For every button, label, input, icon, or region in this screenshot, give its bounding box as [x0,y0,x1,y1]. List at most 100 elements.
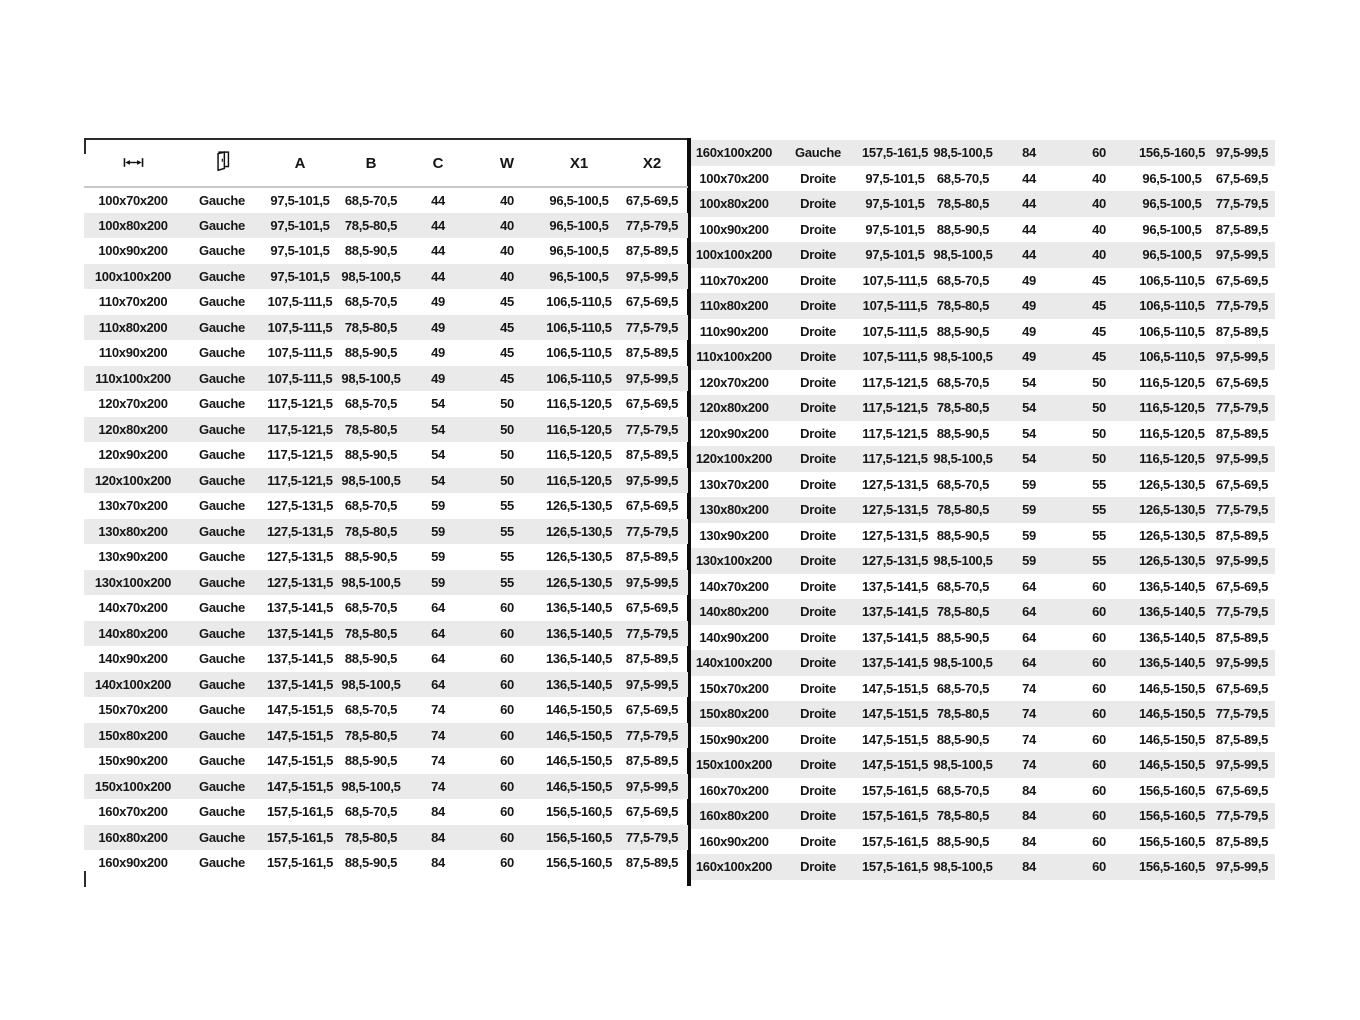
table-row: 110x70x200 Gauche 107,5-111,5 68,5-70,5 49 45… [84,289,688,315]
column-header-b: B [338,140,404,188]
table-row: 130x100x200 Gauche 127,5-131,5 98,5-100,5 59… [84,569,688,595]
table-row: 120x90x200 Gauche 117,5-121,5 88,5-90,5 54 50… [84,442,688,468]
b-cell: 88,5-90,5 [936,425,990,441]
x2-cell: 67,5-69,5 [1215,170,1269,186]
size-cell: 160x70x200 [699,782,769,798]
table-row: 140x90x200 Droite 137,5-141,5 88,5-90,5 64 60… [691,625,1275,651]
table-row: 110x80x200 Droite 107,5-111,5 78,5-80,5 49 45… [691,293,1275,319]
x1-cell: 156,5-160,5 [545,855,613,871]
a-cell: 117,5-121,5 [267,447,333,463]
x2-cell: 87,5-89,5 [1215,425,1269,441]
b-cell: 98,5-100,5 [933,757,993,773]
x1-cell: 156,5-160,5 [1138,782,1206,798]
column-header-orientation [182,140,262,188]
a-cell: 157,5-161,5 [861,833,929,849]
x2-cell: 97,5-99,5 [1215,859,1269,875]
x2-cell: 67,5-69,5 [1215,476,1269,492]
b-cell: 78,5-80,5 [936,298,990,314]
c-cell: 64 [1022,578,1036,594]
x2-cell: 87,5-89,5 [625,753,679,769]
c-cell: 74 [431,702,445,718]
x2-cell: 87,5-89,5 [1215,629,1269,645]
a-cell: 157,5-161,5 [266,804,334,820]
size-cell: 120x90x200 [699,425,769,441]
w-cell: 45 [1092,323,1106,339]
a-cell: 107,5-111,5 [862,298,928,314]
orientation-cell: Gauche [199,345,245,361]
b-cell: 98,5-100,5 [933,247,993,263]
w-cell: 60 [500,676,514,692]
size-cell: 100x70x200 [98,192,168,208]
c-cell: 44 [1022,247,1036,263]
size-cell: 100x100x200 [94,268,172,284]
c-cell: 54 [431,396,445,412]
x1-cell: 96,5-100,5 [549,217,609,233]
c-cell: 49 [431,345,445,361]
c-cell: 84 [431,804,445,820]
w-cell: 55 [500,523,514,539]
a-cell: 97,5-101,5 [865,247,925,263]
x1-cell: 106,5-110,5 [1139,349,1205,365]
table-header-row: A B C W X1 X2 [84,140,688,188]
c-cell: 84 [1022,859,1036,875]
w-cell: 50 [500,421,514,437]
x1-cell: 96,5-100,5 [1142,221,1202,237]
a-cell: 107,5-111,5 [862,323,928,339]
x2-cell: 77,5-79,5 [1215,196,1269,212]
a-cell: 97,5-101,5 [270,192,330,208]
b-cell: 78,5-80,5 [936,502,990,518]
x2-cell: 67,5-69,5 [625,192,679,208]
size-cell: 120x80x200 [98,421,168,437]
size-cell: 140x100x200 [94,676,172,692]
w-cell: 40 [1092,196,1106,212]
w-cell: 60 [500,829,514,845]
orientation-cell: Gauche [199,498,245,514]
c-cell: 49 [1022,323,1036,339]
x2-cell: 97,5-99,5 [1215,451,1269,467]
a-cell: 147,5-151,5 [861,706,929,722]
orientation-cell: Droite [800,247,836,263]
x1-cell: 136,5-140,5 [545,625,613,641]
size-cell: 130x70x200 [699,476,769,492]
w-cell: 60 [500,702,514,718]
b-cell: 88,5-90,5 [936,731,990,747]
x1-cell: 116,5-120,5 [546,396,612,412]
table-row: 130x80x200 Droite 127,5-131,5 78,5-80,5 59 55… [691,497,1275,523]
x2-cell: 97,5-99,5 [1215,247,1269,263]
x2-cell: 67,5-69,5 [625,804,679,820]
table-row: 100x90x200 Droite 97,5-101,5 88,5-90,5 44 40 9… [691,217,1275,243]
a-cell: 97,5-101,5 [865,196,925,212]
x2-cell: 77,5-79,5 [1215,706,1269,722]
x1-cell: 136,5-140,5 [545,651,613,667]
table-row: 140x90x200 Gauche 137,5-141,5 88,5-90,5 64 60… [84,646,688,672]
orientation-cell: Droite [800,833,836,849]
orientation-cell: Gauche [199,651,245,667]
column-header-size [84,140,182,188]
x1-cell: 126,5-130,5 [545,549,613,565]
x2-cell: 67,5-69,5 [1215,782,1269,798]
b-cell: 98,5-100,5 [341,472,401,488]
x1-cell: 156,5-160,5 [1138,859,1206,875]
size-cell: 150x80x200 [98,727,168,743]
x2-cell: 67,5-69,5 [625,600,679,616]
b-cell: 88,5-90,5 [344,855,398,871]
w-cell: 60 [1092,833,1106,849]
size-cell: 140x70x200 [699,578,769,594]
x1-cell: 146,5-150,5 [545,778,613,794]
w-cell: 40 [1092,247,1106,263]
x2-cell: 87,5-89,5 [625,855,679,871]
a-cell: 127,5-131,5 [266,523,334,539]
b-cell: 68,5-70,5 [936,476,990,492]
c-cell: 74 [431,778,445,794]
orientation-cell: Gauche [199,294,245,310]
w-cell: 45 [1092,349,1106,365]
table-row: 110x90x200 Droite 107,5-111,5 88,5-90,5 49 45… [691,319,1275,345]
b-cell: 68,5-70,5 [936,170,990,186]
orientation-cell: Droite [800,553,836,569]
x2-cell: 77,5-79,5 [625,319,679,335]
b-cell: 88,5-90,5 [344,549,398,565]
table-row: 130x90x200 Gauche 127,5-131,5 88,5-90,5 59 55… [84,544,688,570]
c-cell: 59 [431,574,445,590]
table-row: 150x90x200 Droite 147,5-151,5 88,5-90,5 74 60… [691,727,1275,753]
a-cell: 137,5-141,5 [266,600,334,616]
